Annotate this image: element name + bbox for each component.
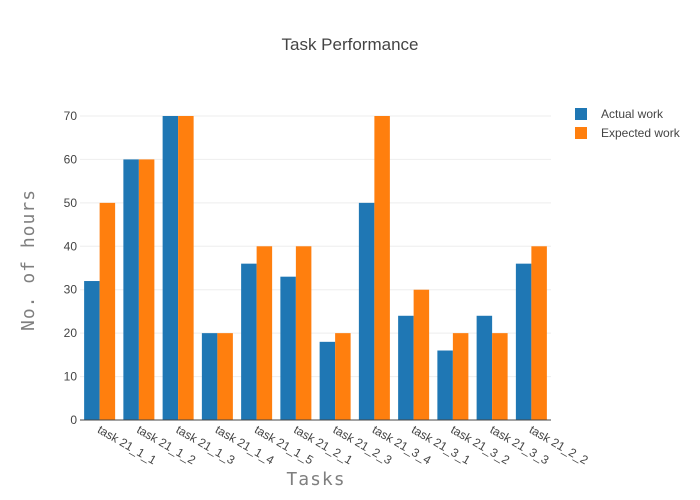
bar-actual-work[interactable] bbox=[84, 281, 100, 420]
bar-expected-work[interactable] bbox=[492, 333, 508, 420]
legend-swatch bbox=[575, 108, 587, 120]
legend-label: Actual work bbox=[601, 107, 664, 121]
y-tick-label: 10 bbox=[64, 370, 78, 384]
legend-label: Expected work bbox=[601, 126, 681, 140]
gridlines bbox=[80, 115, 551, 378]
bar-expected-work[interactable] bbox=[452, 333, 469, 420]
bars bbox=[84, 116, 547, 420]
bar-actual-work[interactable] bbox=[515, 263, 532, 420]
bar-expected-work[interactable] bbox=[374, 116, 390, 420]
bar-actual-work[interactable] bbox=[398, 315, 414, 420]
bar-expected-work[interactable] bbox=[99, 202, 116, 420]
bar-actual-work[interactable] bbox=[280, 276, 296, 420]
bar-expected-work[interactable] bbox=[138, 159, 155, 420]
legend-item[interactable]: Actual work bbox=[575, 107, 664, 121]
x-axis-title: Tasks bbox=[286, 469, 345, 490]
y-tick-label: 30 bbox=[64, 283, 78, 297]
y-tick-label: 0 bbox=[70, 413, 77, 427]
bar-actual-work[interactable] bbox=[476, 315, 493, 420]
bar-actual-work[interactable] bbox=[123, 159, 139, 420]
bar-expected-work[interactable] bbox=[335, 333, 351, 420]
y-tick-label: 70 bbox=[64, 109, 78, 123]
bar-expected-work[interactable] bbox=[531, 246, 547, 420]
legend-item[interactable]: Expected work bbox=[575, 126, 681, 140]
legend-swatch bbox=[575, 127, 587, 139]
bar-expected-work[interactable] bbox=[413, 289, 430, 420]
bar-expected-work[interactable] bbox=[178, 116, 194, 420]
bar-actual-work[interactable] bbox=[437, 350, 453, 420]
y-tick-label: 40 bbox=[64, 239, 78, 253]
bar-expected-work[interactable] bbox=[295, 246, 312, 420]
bar-actual-work[interactable] bbox=[319, 341, 336, 420]
bar-expected-work[interactable] bbox=[256, 246, 273, 420]
bar-expected-work[interactable] bbox=[217, 333, 233, 420]
y-tick-labels: 0 10 20 30 40 50 60 70 bbox=[64, 109, 78, 427]
y-tick-label: 60 bbox=[64, 152, 78, 166]
y-tick-label: 50 bbox=[64, 196, 78, 210]
legend[interactable]: Actual work Expected work bbox=[575, 107, 681, 140]
chart-title: Task Performance bbox=[282, 35, 419, 54]
y-axis-title: No. of hours bbox=[18, 189, 39, 331]
bar-actual-work[interactable] bbox=[162, 116, 179, 420]
y-tick-label: 20 bbox=[64, 326, 78, 340]
bar-actual-work[interactable] bbox=[358, 202, 375, 420]
bar-actual-work[interactable] bbox=[241, 263, 257, 420]
bar-actual-work[interactable] bbox=[201, 333, 218, 420]
